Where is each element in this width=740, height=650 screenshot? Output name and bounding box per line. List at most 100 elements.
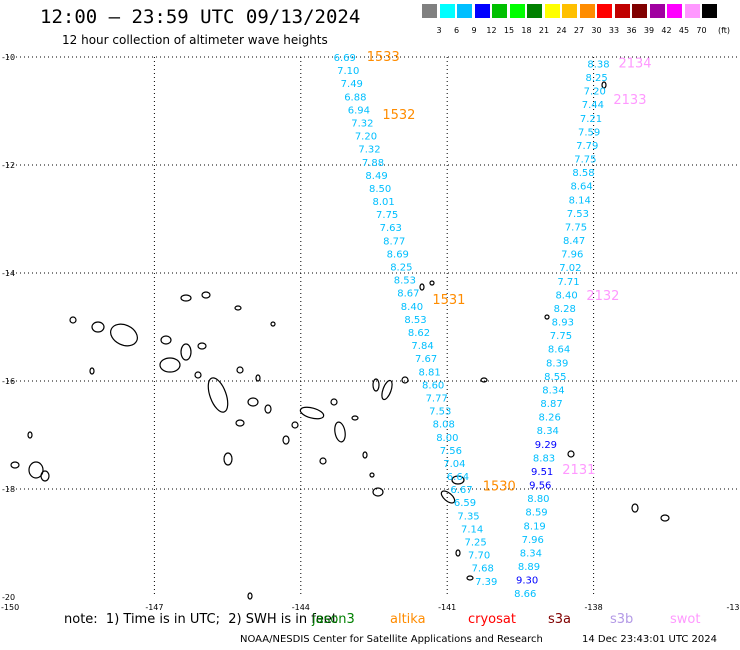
altika-track: 6.69 7.10 7.49 6.88 6.94 7.32 7.20 7.32 7.88 8.49… (334, 50, 516, 588)
swh-value: 8.80 (527, 494, 549, 505)
swh-value: 6.88 (344, 92, 366, 103)
legend-swatch (614, 4, 630, 18)
segment-id-label: 1533 (367, 50, 400, 65)
island (69, 316, 77, 324)
swh-value: 8.64 (548, 345, 570, 356)
swh-value: 8.00 (436, 433, 458, 444)
island (381, 379, 393, 401)
map-subtitle: 12 hour collection of altimeter wave hei… (62, 33, 328, 47)
legend-label: 6 (453, 26, 460, 35)
island (247, 397, 259, 407)
swh-value: 6.67 (450, 485, 472, 496)
swh-value: 8.60 (422, 380, 444, 391)
lon-tick-label: -138 (585, 603, 603, 612)
island (369, 472, 375, 478)
lon-tick-label: -147 (145, 603, 163, 612)
lon-tick-label: -13 (726, 603, 739, 612)
segment-id-label: 2131 (562, 463, 595, 478)
segment-id-label: 1530 (483, 479, 516, 494)
island (180, 343, 192, 361)
swh-value: 8.66 (514, 589, 536, 600)
legend-swatch (579, 4, 595, 18)
island (10, 461, 20, 469)
swh-value: 8.83 (533, 453, 555, 464)
island (234, 305, 242, 311)
island (429, 280, 435, 286)
island (291, 421, 299, 429)
swh-value: 6.69 (334, 53, 356, 64)
swh-value: 8.93 (552, 318, 574, 329)
island (40, 470, 50, 482)
timestamp-text: 14 Dec 23:43:01 UTC 2024 (582, 634, 717, 645)
legend-unit: (ft) (717, 26, 731, 35)
lon-tick-label: -150 (1, 603, 19, 612)
lat-tick-label: -14 (2, 269, 15, 278)
lat-tick-label: -20 (2, 593, 15, 602)
swh-value: 7.75 (376, 210, 398, 221)
island (319, 457, 327, 465)
swh-value: 8.40 (401, 302, 423, 313)
island (334, 421, 346, 443)
island (631, 503, 639, 513)
swh-value: 8.59 (525, 508, 547, 519)
swh-value: 7.32 (358, 145, 380, 156)
legend-swatch (667, 4, 682, 18)
swh-value: 7.75 (550, 331, 572, 342)
island (372, 378, 380, 392)
island (330, 398, 338, 406)
swh-value: 7.70 (468, 551, 490, 562)
swh-value: 8.50 (369, 184, 391, 195)
island (91, 321, 105, 333)
island (28, 461, 44, 479)
swh-value: 7.10 (337, 66, 359, 77)
island (236, 366, 244, 374)
legend-swatch (439, 4, 455, 18)
island (455, 549, 461, 557)
swh-value: 9.29 (535, 440, 557, 451)
legend-label: 15 (503, 26, 515, 35)
satellite-s3a: s3a (548, 612, 572, 627)
island (201, 291, 211, 299)
swh-value: 7.20 (584, 87, 606, 98)
swh-value: 7.88 (362, 158, 384, 169)
island (160, 335, 172, 345)
credit-text: NOAA/NESDIS Center for Satellite Applica… (240, 634, 543, 645)
legend-swatch (562, 4, 577, 18)
swh-value: 7.59 (578, 127, 600, 138)
swh-value: 8.26 (539, 413, 561, 424)
swh-value: 8.28 (554, 304, 576, 315)
island (282, 435, 290, 445)
island (194, 371, 202, 379)
swh-value: 8.40 (555, 290, 577, 301)
swh-value: 8.08 (433, 420, 455, 431)
satellite-s3b: s3b (610, 612, 634, 627)
swh-value: 7.02 (559, 263, 581, 274)
legend-label: 27 (573, 26, 585, 35)
islands (10, 81, 670, 600)
swh-value: 8.64 (570, 182, 592, 193)
legend-swatch (649, 4, 665, 18)
swh-value: 7.71 (557, 277, 579, 288)
swh-value: 7.49 (341, 79, 363, 90)
swh-value: 7.96 (522, 535, 544, 546)
swh-value: 8.47 (563, 236, 585, 247)
swh-value: 8.49 (365, 171, 387, 182)
swh-value: 7.96 (561, 250, 583, 261)
satellite-swot: swot (670, 612, 701, 627)
swh-value: 8.34 (537, 426, 559, 437)
island (660, 514, 670, 522)
swh-value: 8.87 (540, 399, 562, 410)
island (480, 377, 488, 383)
swh-value: 8.25 (585, 73, 607, 84)
island (466, 575, 474, 581)
legend-swatch (684, 4, 700, 18)
swh-value: 7.14 (461, 524, 483, 535)
island (362, 451, 368, 459)
swh-value: 8.34 (542, 385, 564, 396)
segment-id-label: 2132 (586, 289, 619, 304)
island (451, 475, 465, 485)
island (197, 342, 207, 350)
island (159, 357, 181, 373)
swh-value: 7.44 (582, 100, 604, 111)
